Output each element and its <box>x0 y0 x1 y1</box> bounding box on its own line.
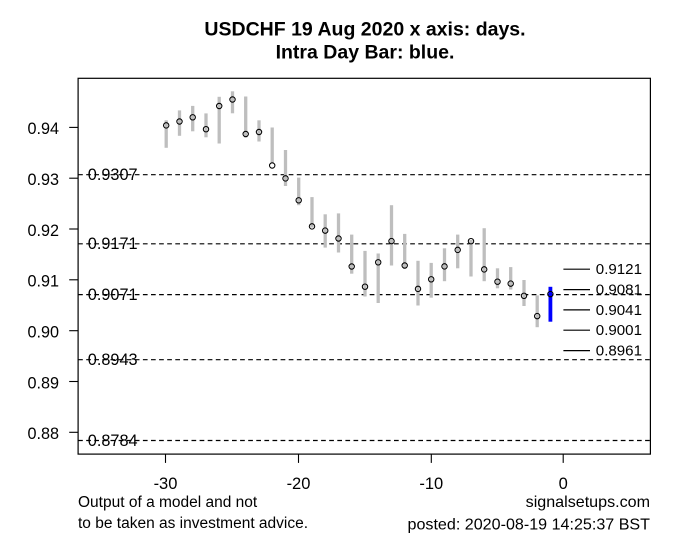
svg-text:0.92: 0.92 <box>27 222 59 240</box>
svg-text:0.88: 0.88 <box>27 425 59 443</box>
svg-text:0.90: 0.90 <box>27 324 59 342</box>
svg-text:0.93: 0.93 <box>27 171 59 189</box>
svg-text:-10: -10 <box>419 475 443 493</box>
svg-text:Intra Day Bar: blue.: Intra Day Bar: blue. <box>276 42 455 64</box>
svg-text:0.9041: 0.9041 <box>596 302 642 319</box>
svg-text:0.9081: 0.9081 <box>596 282 642 299</box>
svg-text:0.9001: 0.9001 <box>596 322 642 339</box>
svg-text:0.8943: 0.8943 <box>88 351 138 369</box>
svg-text:0.8784: 0.8784 <box>88 432 138 450</box>
svg-text:to be taken as investment advi: to be taken as investment advice. <box>78 515 308 532</box>
svg-text:posted: 2020-08-19 14:25:37 BS: posted: 2020-08-19 14:25:37 BST <box>408 515 651 533</box>
svg-text:signalsetups.com: signalsetups.com <box>526 493 650 511</box>
svg-text:0.9071: 0.9071 <box>88 286 138 304</box>
svg-text:USDCHF 19 Aug 2020 x axis: day: USDCHF 19 Aug 2020 x axis: days. <box>204 19 525 41</box>
svg-text:Output of a model and not: Output of a model and not <box>78 494 258 511</box>
svg-text:0.9171: 0.9171 <box>88 235 138 253</box>
svg-text:0: 0 <box>559 475 568 493</box>
svg-text:0.89: 0.89 <box>27 374 59 392</box>
svg-text:0.91: 0.91 <box>27 273 59 291</box>
svg-text:0.8961: 0.8961 <box>596 343 642 360</box>
svg-text:0.9121: 0.9121 <box>596 261 642 278</box>
svg-text:0.9307: 0.9307 <box>88 166 138 184</box>
svg-text:-30: -30 <box>154 475 178 493</box>
svg-text:0.94: 0.94 <box>27 120 59 138</box>
svg-text:-20: -20 <box>287 475 311 493</box>
